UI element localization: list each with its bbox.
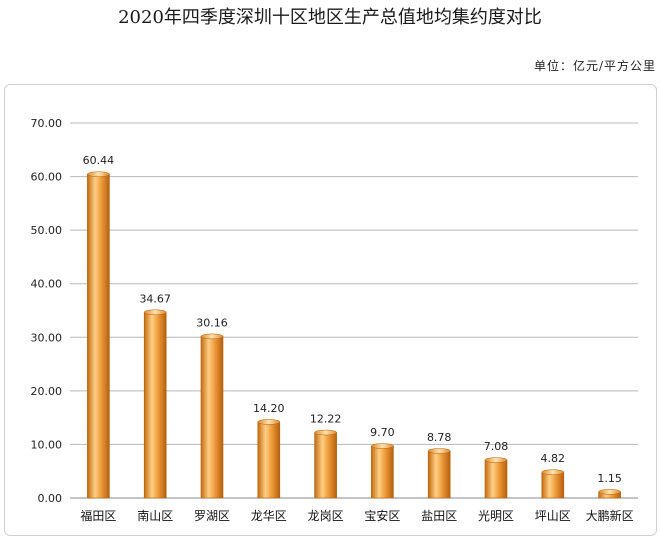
- bar-cap: [427, 448, 451, 454]
- y-tick-label: 20.00: [31, 385, 63, 398]
- bar-cap: [598, 489, 621, 495]
- y-tick-label: 70.00: [31, 117, 63, 130]
- x-category-label: 龙岗区: [308, 509, 344, 523]
- data-label: 1.15: [597, 472, 622, 485]
- x-category-label: 光明区: [478, 509, 514, 523]
- data-label: 7.08: [484, 440, 509, 453]
- y-tick-label: 10.00: [31, 438, 63, 451]
- bar-cap: [484, 457, 508, 463]
- y-tick-label: 60.00: [31, 171, 63, 184]
- x-category-label: 盐田区: [421, 509, 457, 523]
- y-tick-label: 30.00: [31, 331, 63, 344]
- x-category-label: 南山区: [137, 508, 173, 523]
- x-category-label: 大鹏新区: [586, 508, 634, 523]
- x-category-label: 龙华区: [251, 509, 287, 523]
- y-tick-label: 50.00: [31, 224, 63, 237]
- x-category-label: 罗湖区: [194, 508, 230, 523]
- chart-title: 2020年四季度深圳十区地区生产总值地均集约度对比: [118, 7, 542, 28]
- bar: [427, 450, 451, 499]
- bar: [371, 445, 394, 499]
- y-tick-label: 0.00: [38, 492, 63, 505]
- bar-cap: [371, 443, 394, 449]
- bar-cap: [257, 419, 281, 425]
- data-label: 9.70: [370, 426, 395, 439]
- bar: [200, 336, 224, 499]
- data-label: 8.78: [427, 431, 452, 444]
- bar: [484, 459, 508, 499]
- bar-cap: [541, 469, 565, 475]
- bar: [257, 421, 281, 499]
- bar-cap: [143, 309, 167, 316]
- data-label: 30.16: [196, 316, 228, 329]
- bar-cap: [314, 429, 337, 436]
- bar: [143, 311, 167, 499]
- data-label: 34.67: [139, 292, 171, 305]
- bar: [87, 173, 110, 499]
- bar: [314, 432, 337, 499]
- unit-label: 单位：亿元/平方公里: [533, 59, 656, 73]
- x-category-label: 福田区: [80, 508, 116, 523]
- data-label: 60.44: [83, 154, 115, 167]
- y-tick-label: 40.00: [31, 278, 63, 291]
- bar-cap: [87, 171, 110, 177]
- x-category-label: 坪山区: [535, 509, 571, 523]
- x-category-label: 宝安区: [364, 508, 400, 523]
- data-label: 4.82: [541, 452, 566, 465]
- data-label: 14.20: [253, 402, 285, 415]
- bar: [541, 471, 565, 499]
- bar-cap: [200, 333, 224, 340]
- data-label: 12.22: [310, 413, 342, 426]
